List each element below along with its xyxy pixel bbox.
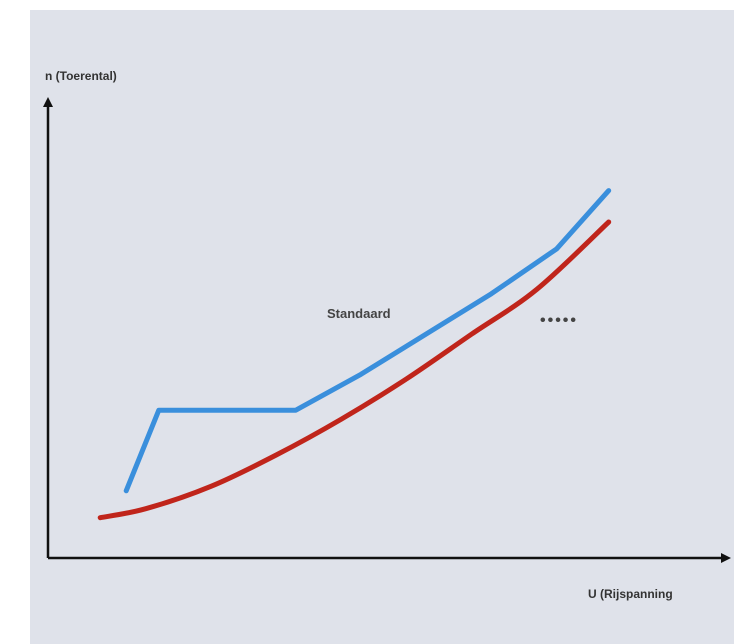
x-axis-label: U (Rijspanning <box>588 587 673 601</box>
y-axis-label: n (Toerental) <box>45 69 117 83</box>
chart-background <box>30 10 734 644</box>
annotation-dots: ••••• <box>540 312 578 329</box>
series-line-red <box>97 219 612 521</box>
series-group <box>97 188 612 521</box>
series-line-blue <box>123 188 612 494</box>
annotation-standaard: Standaard <box>327 306 391 321</box>
